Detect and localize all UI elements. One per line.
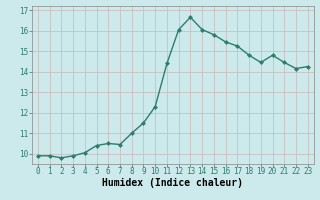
X-axis label: Humidex (Indice chaleur): Humidex (Indice chaleur) — [102, 178, 243, 188]
